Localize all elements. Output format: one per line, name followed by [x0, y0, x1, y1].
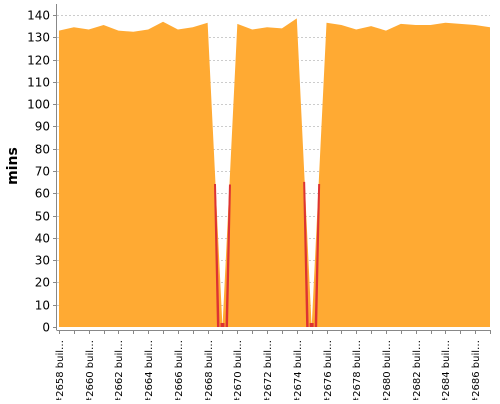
- x-tick-label: #2670 buil…: [233, 340, 244, 400]
- y-tick-label: 60: [35, 187, 50, 201]
- y-tick-label: 110: [27, 76, 50, 90]
- x-tick-layer: #2658 buil… #2660 buil… #2662 buil… #2664 b…: [55, 330, 491, 404]
- x-tick-label: #2658 buil…: [55, 340, 66, 400]
- y-axis-label: mins: [5, 147, 21, 185]
- x-tick-label: #2676 buil…: [323, 340, 334, 400]
- x-tick-label: #2686 buil…: [471, 340, 482, 400]
- x-tick-label: #2674 buil…: [293, 340, 304, 400]
- x-tick-label: #2664 buil…: [144, 340, 155, 400]
- x-tick-label: #2668 buil…: [204, 340, 215, 400]
- y-tick-label: 20: [35, 276, 50, 290]
- y-tick-label: 70: [35, 165, 50, 179]
- y-tick-label: 140: [27, 9, 50, 23]
- y-tick-label: 130: [27, 31, 50, 45]
- y-tick-label: 0: [42, 321, 50, 335]
- y-tick-label: 50: [35, 210, 50, 224]
- x-tick-label: #2678 buil…: [352, 340, 363, 400]
- y-tick-label: 80: [35, 143, 50, 157]
- y-tick-label: 100: [27, 98, 50, 112]
- axis-layer: [56, 4, 490, 331]
- x-tick-label: #2684 buil…: [441, 340, 452, 400]
- y-tick-label: 90: [35, 120, 50, 134]
- x-tick-label: #2672 buil…: [263, 340, 274, 400]
- x-tick-label: #2662 buil…: [114, 340, 125, 400]
- x-tick-label: #2666 buil…: [174, 340, 185, 400]
- failed-build-marker: [213, 184, 231, 327]
- x-tick-label: #2682 buil…: [412, 340, 423, 400]
- y-tick-label: 120: [27, 54, 50, 68]
- y-tick-label: 40: [35, 232, 50, 246]
- y-tick-label: 30: [35, 254, 50, 268]
- x-tick-label: #2680 buil…: [382, 340, 393, 400]
- duration-area: [59, 18, 490, 328]
- y-tick-label: 10: [35, 299, 50, 313]
- x-tick-label: #2660 buil…: [85, 340, 96, 400]
- y-tick-layer: 0 10 20 30 40 50 60 70 80 90 100 110 120 130 140: [27, 9, 57, 335]
- area-layer: [59, 18, 490, 328]
- failed-build-marker: [303, 181, 321, 327]
